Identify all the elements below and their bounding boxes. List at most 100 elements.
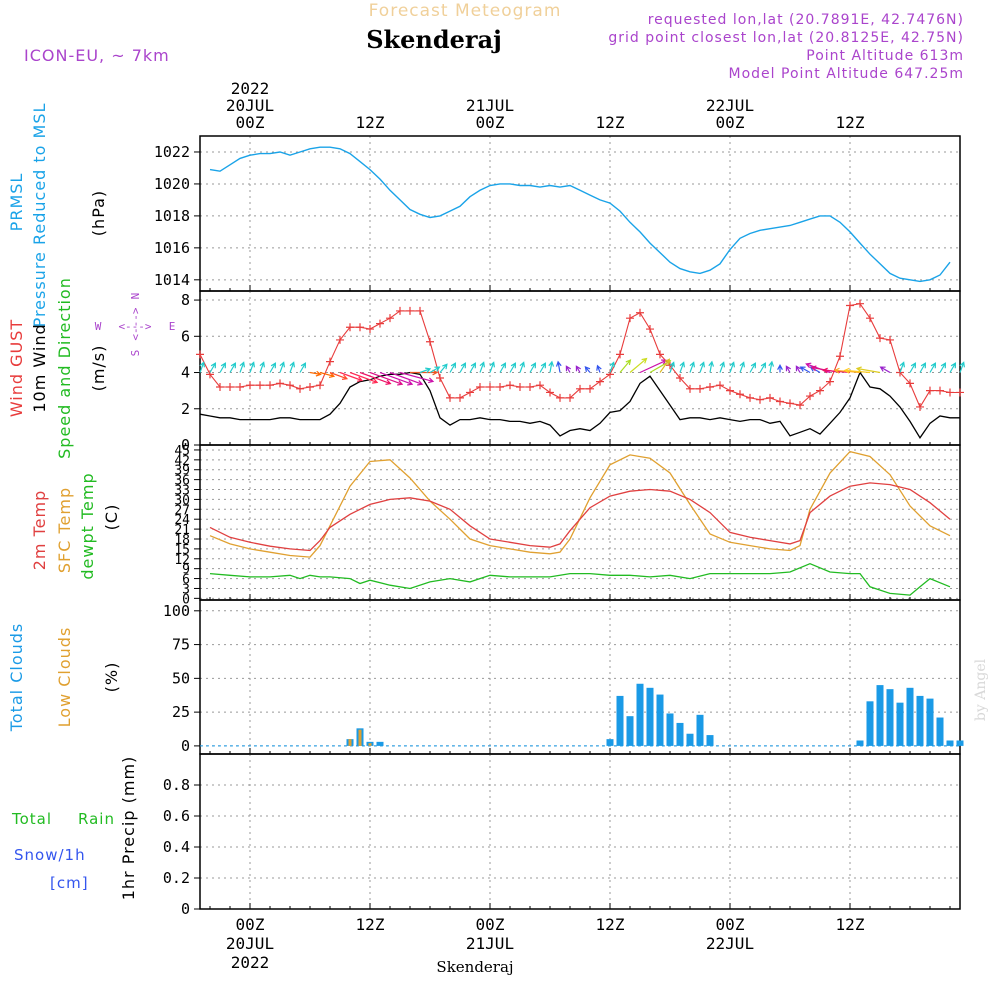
gust-point: [806, 392, 814, 401]
gust-point: [766, 393, 774, 402]
time-label-bottom: 12Z: [836, 915, 865, 934]
gust-point: [916, 402, 924, 411]
y-tick-label: 100: [163, 602, 190, 620]
temp-label-unit: (C): [102, 504, 121, 531]
gust-point: [256, 381, 264, 390]
total-cloud-bar: [376, 741, 384, 746]
precip-label-unit: 1hr Precip (mm): [119, 756, 138, 901]
y-tick-label: 50: [172, 669, 190, 687]
gust-point: [316, 381, 324, 390]
wind-direction-arrow: [389, 371, 424, 386]
precip-label-total: Total: [11, 810, 52, 828]
y-tick-label: 0: [181, 436, 190, 454]
panel-frame: [199, 599, 961, 755]
total-cloud-bar: [626, 716, 634, 746]
wind-direction-arrow: [749, 362, 757, 373]
time-label-top: 12Z: [836, 113, 865, 132]
wind-direction-arrow: [249, 361, 255, 373]
wind-direction-arrow: [768, 360, 775, 373]
gust-point: [196, 350, 204, 359]
precip-label-snow-unit: [cm]: [50, 874, 89, 892]
time-label-bottom: 12Z: [356, 915, 385, 934]
wind-label-unit: (m/s): [89, 345, 108, 392]
y-tick-label: 75: [172, 636, 190, 654]
wind-direction-arrow: [299, 362, 307, 373]
wind-direction-arrow: [289, 361, 295, 373]
wind-direction-arrow: [359, 371, 392, 385]
wind-direction-arrow: [509, 362, 517, 373]
time-label-bottom: 12Z: [596, 915, 625, 934]
wind-direction-arrow: [719, 361, 725, 373]
gust-point: [446, 393, 454, 402]
gust-point: [636, 308, 644, 317]
wind-direction-arrow: [529, 362, 537, 373]
gust-point: [386, 314, 394, 323]
gust-point: [546, 388, 554, 397]
gust-point: [876, 334, 884, 343]
wind-direction-arrow: [219, 362, 227, 373]
gust-point: [586, 384, 594, 393]
wind-direction-arrow: [399, 371, 435, 384]
time-label-bottom: 20JUL: [226, 934, 274, 953]
wind-direction-arrow: [555, 360, 562, 373]
y-tick-label: 0: [182, 592, 190, 607]
time-label-top: 2022: [231, 79, 270, 98]
wind-direction-arrow: [309, 370, 322, 377]
wind-direction-arrow: [429, 366, 441, 374]
gust-point: [286, 381, 294, 390]
clouds-panel: 0 25 50 75 100: [163, 599, 964, 755]
total-cloud-bar: [876, 685, 884, 746]
gust-point: [926, 386, 934, 395]
y-tick-label: 4: [181, 364, 190, 382]
gust-point: [856, 299, 864, 308]
total-cloud-bar: [916, 695, 924, 746]
gust-point: [596, 377, 604, 386]
y-tick-label: 1014: [154, 271, 190, 289]
wind-direction-arrow: [489, 361, 495, 373]
gust-point: [486, 383, 494, 392]
wind-direction-arrow: [739, 361, 745, 373]
gust-point: [626, 314, 634, 323]
low-cloud-bar: [348, 739, 352, 746]
wind-direction-arrow: [584, 366, 591, 373]
time-label-bottom: 22JUL: [706, 934, 754, 953]
2m-temp-line: [209, 482, 951, 552]
gust-point: [756, 395, 764, 404]
clouds-label-low: Low Clouds: [55, 627, 74, 728]
gust-point: [296, 384, 304, 393]
wind-label-direction: Speed and Direction: [55, 277, 74, 459]
pressure-label-prmsl: PRMSL: [7, 173, 26, 232]
gust-point: [846, 301, 854, 310]
wind-direction-arrow: [259, 361, 265, 373]
wind-direction-arrow: [777, 364, 783, 373]
time-label-top: 00Z: [236, 113, 265, 132]
y-tick-label: 6: [182, 573, 190, 588]
gust-point: [886, 335, 894, 344]
gust-point: [576, 384, 584, 393]
y-tick-label: 24: [174, 513, 190, 528]
gust-point: [796, 401, 804, 410]
gust-point: [276, 379, 284, 388]
gust-point: [646, 325, 654, 334]
gust-point: [456, 393, 464, 402]
gust-point: [676, 373, 684, 382]
gust-point: [826, 377, 834, 386]
wind-direction-arrow: [659, 358, 671, 373]
total-cloud-bar: [676, 722, 684, 746]
gust-point: [496, 383, 504, 392]
gridpoint-coords: grid point closest lon,lat (20.8125E, 42…: [608, 30, 964, 46]
time-label-top: 20JUL: [226, 96, 274, 115]
time-label-top: 00Z: [716, 113, 745, 132]
precip-panel: 0 0.2 0.4 0.6 0.8: [163, 753, 961, 918]
y-tick-label: 0.2: [163, 869, 190, 887]
station-title: Skenderaj: [366, 25, 502, 54]
y-tick-label: 25: [172, 703, 190, 721]
wind-direction-arrow: [369, 371, 404, 386]
total-cloud-bar: [886, 689, 894, 746]
wind-direction-arrow: [899, 361, 905, 373]
y-tick-label: 1016: [154, 239, 190, 257]
wind-direction-arrow: [689, 361, 695, 373]
y-tick-label: 45: [174, 444, 190, 459]
temp-label-2m: 2m Temp: [30, 490, 49, 571]
